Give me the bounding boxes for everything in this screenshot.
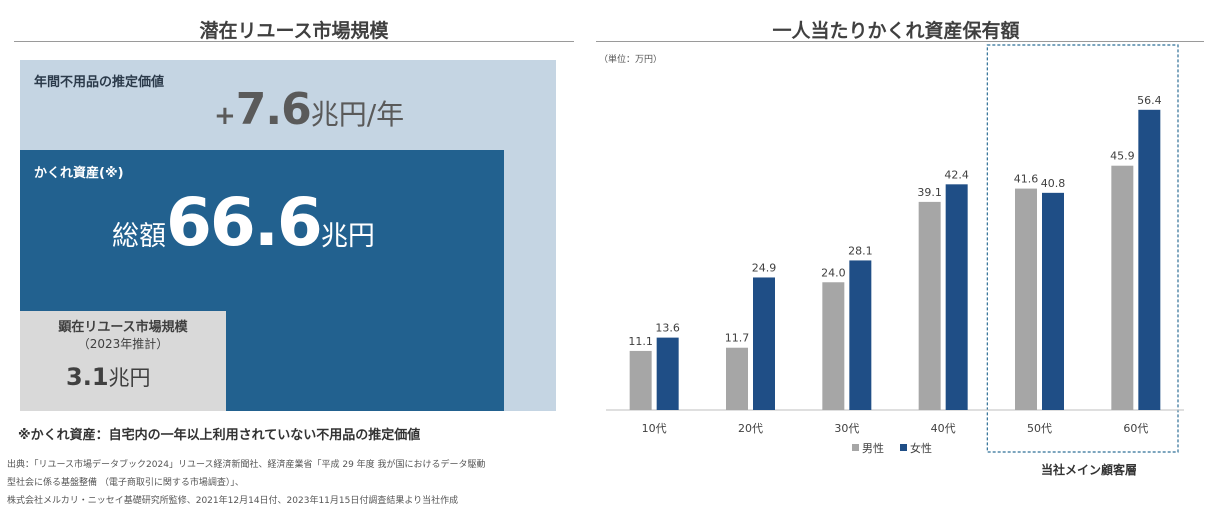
bar-female: [945, 184, 968, 410]
bar-value-label: 40.8: [1041, 177, 1066, 190]
legend-label: 女性: [910, 441, 932, 455]
bar-male: [822, 282, 845, 410]
bar-male: [918, 201, 941, 410]
highlight-label: 当社メイン顧客層: [1040, 463, 1137, 477]
bar-female: [849, 260, 872, 410]
hidden-assets-prefix: 総額: [112, 221, 166, 252]
bar-value-label: 39.1: [917, 186, 942, 199]
highlight-dashed-box: [986, 44, 1179, 453]
visible-market-figure: 3.1兆円: [66, 362, 151, 392]
bar-value-label: 24.9: [752, 261, 777, 274]
legend-swatch: [852, 444, 859, 451]
hidden-assets-per-person-chart: 11.1 13.6 10代 11.7 24.9 20代 24.0 28.1 30代 39.1 42.…: [590, 40, 1210, 480]
annual-value-prefix: +: [214, 101, 236, 131]
bar-male: [1015, 188, 1037, 410]
left-title-rule: [14, 41, 574, 42]
bar-female: [656, 337, 679, 410]
visible-market-label-line2: （2023年推計）: [77, 337, 169, 351]
bar-value-label: 42.4: [944, 168, 969, 181]
right-section-title: 一人当たりかくれ資産保有額: [772, 20, 1020, 42]
annual-value-figure: +7.6兆円/年: [214, 84, 404, 135]
visible-market-label: 顕在リユース市場規模 （2023年推計）: [20, 319, 226, 353]
x-tick-label: 40代: [931, 422, 956, 435]
visible-market-number: 3.1: [66, 363, 109, 391]
hidden-assets-note: ※かくれ資産：自宅内の一年以上利用されていない不用品の推定価値: [18, 428, 421, 443]
bar-male: [1111, 165, 1134, 410]
chart-svg: 11.113.6 10代 11.7 24.9 20代 24.028.1 30代 39.142.…: [606, 44, 1184, 455]
bar-female: [1138, 109, 1161, 410]
visible-market-unit: 兆円: [108, 366, 151, 390]
bar-value-label: 11.7: [725, 332, 750, 345]
bar-female: [1042, 192, 1064, 410]
bar-value-label: 13.6: [655, 322, 680, 335]
hidden-assets-number: 66.6: [166, 184, 323, 261]
bar-value-label: 41.6: [1014, 173, 1039, 186]
hidden-assets-label: かくれ資産(※): [34, 166, 124, 181]
x-tick-label: 30代: [834, 422, 859, 435]
annual-value-number: 7.6: [235, 84, 312, 135]
bar-value-label: 45.9: [1110, 150, 1135, 163]
visible-market-label-line1: 顕在リユース市場規模: [58, 320, 188, 335]
hidden-assets-unit: 兆円: [320, 221, 375, 252]
bar-male: [629, 350, 652, 410]
right-title-rule: [596, 41, 1204, 42]
x-tick-label: 10代: [642, 422, 667, 435]
x-tick-label: 60代: [1123, 422, 1148, 435]
annual-value-unit: 兆円/年: [310, 98, 405, 131]
bar-value-label: 28.1: [848, 244, 873, 257]
footnote-line: 型社会に係る基盤整備 （電子商取引に関する市場調査）」、: [7, 478, 244, 488]
legend-label: 男性: [862, 441, 884, 455]
hidden-assets-figure: 総額66.6兆円: [112, 184, 375, 261]
x-tick-label: 50代: [1027, 422, 1052, 435]
bar-value-label: 24.0: [821, 266, 846, 279]
visible-market-box: [20, 311, 226, 411]
annual-value-label: 年間不用品の推定価値: [34, 75, 165, 90]
bar-male: [726, 347, 748, 410]
x-tick-label: 20代: [738, 422, 763, 435]
footnote-line: 出典：「リユース市場データブック2024」リユース経済新聞社、経済産業省「平成 …: [7, 460, 486, 470]
unit-note: （単位：万円）: [599, 55, 663, 65]
bar-value-label: 11.1: [628, 335, 653, 348]
bar-female: [753, 277, 775, 410]
source-footnotes: 出典：「リユース市場データブック2024」リユース経済新聞社、経済産業省「平成 …: [7, 458, 486, 508]
bar-value-label: 56.4: [1137, 94, 1162, 107]
legend-swatch: [900, 444, 907, 451]
left-section-title: 潜在リユース市場規模: [199, 20, 389, 42]
footnote-line: 株式会社メルカリ・ニッセイ基礎研究所監修、2021年12月14日付、2023年1…: [7, 496, 459, 506]
